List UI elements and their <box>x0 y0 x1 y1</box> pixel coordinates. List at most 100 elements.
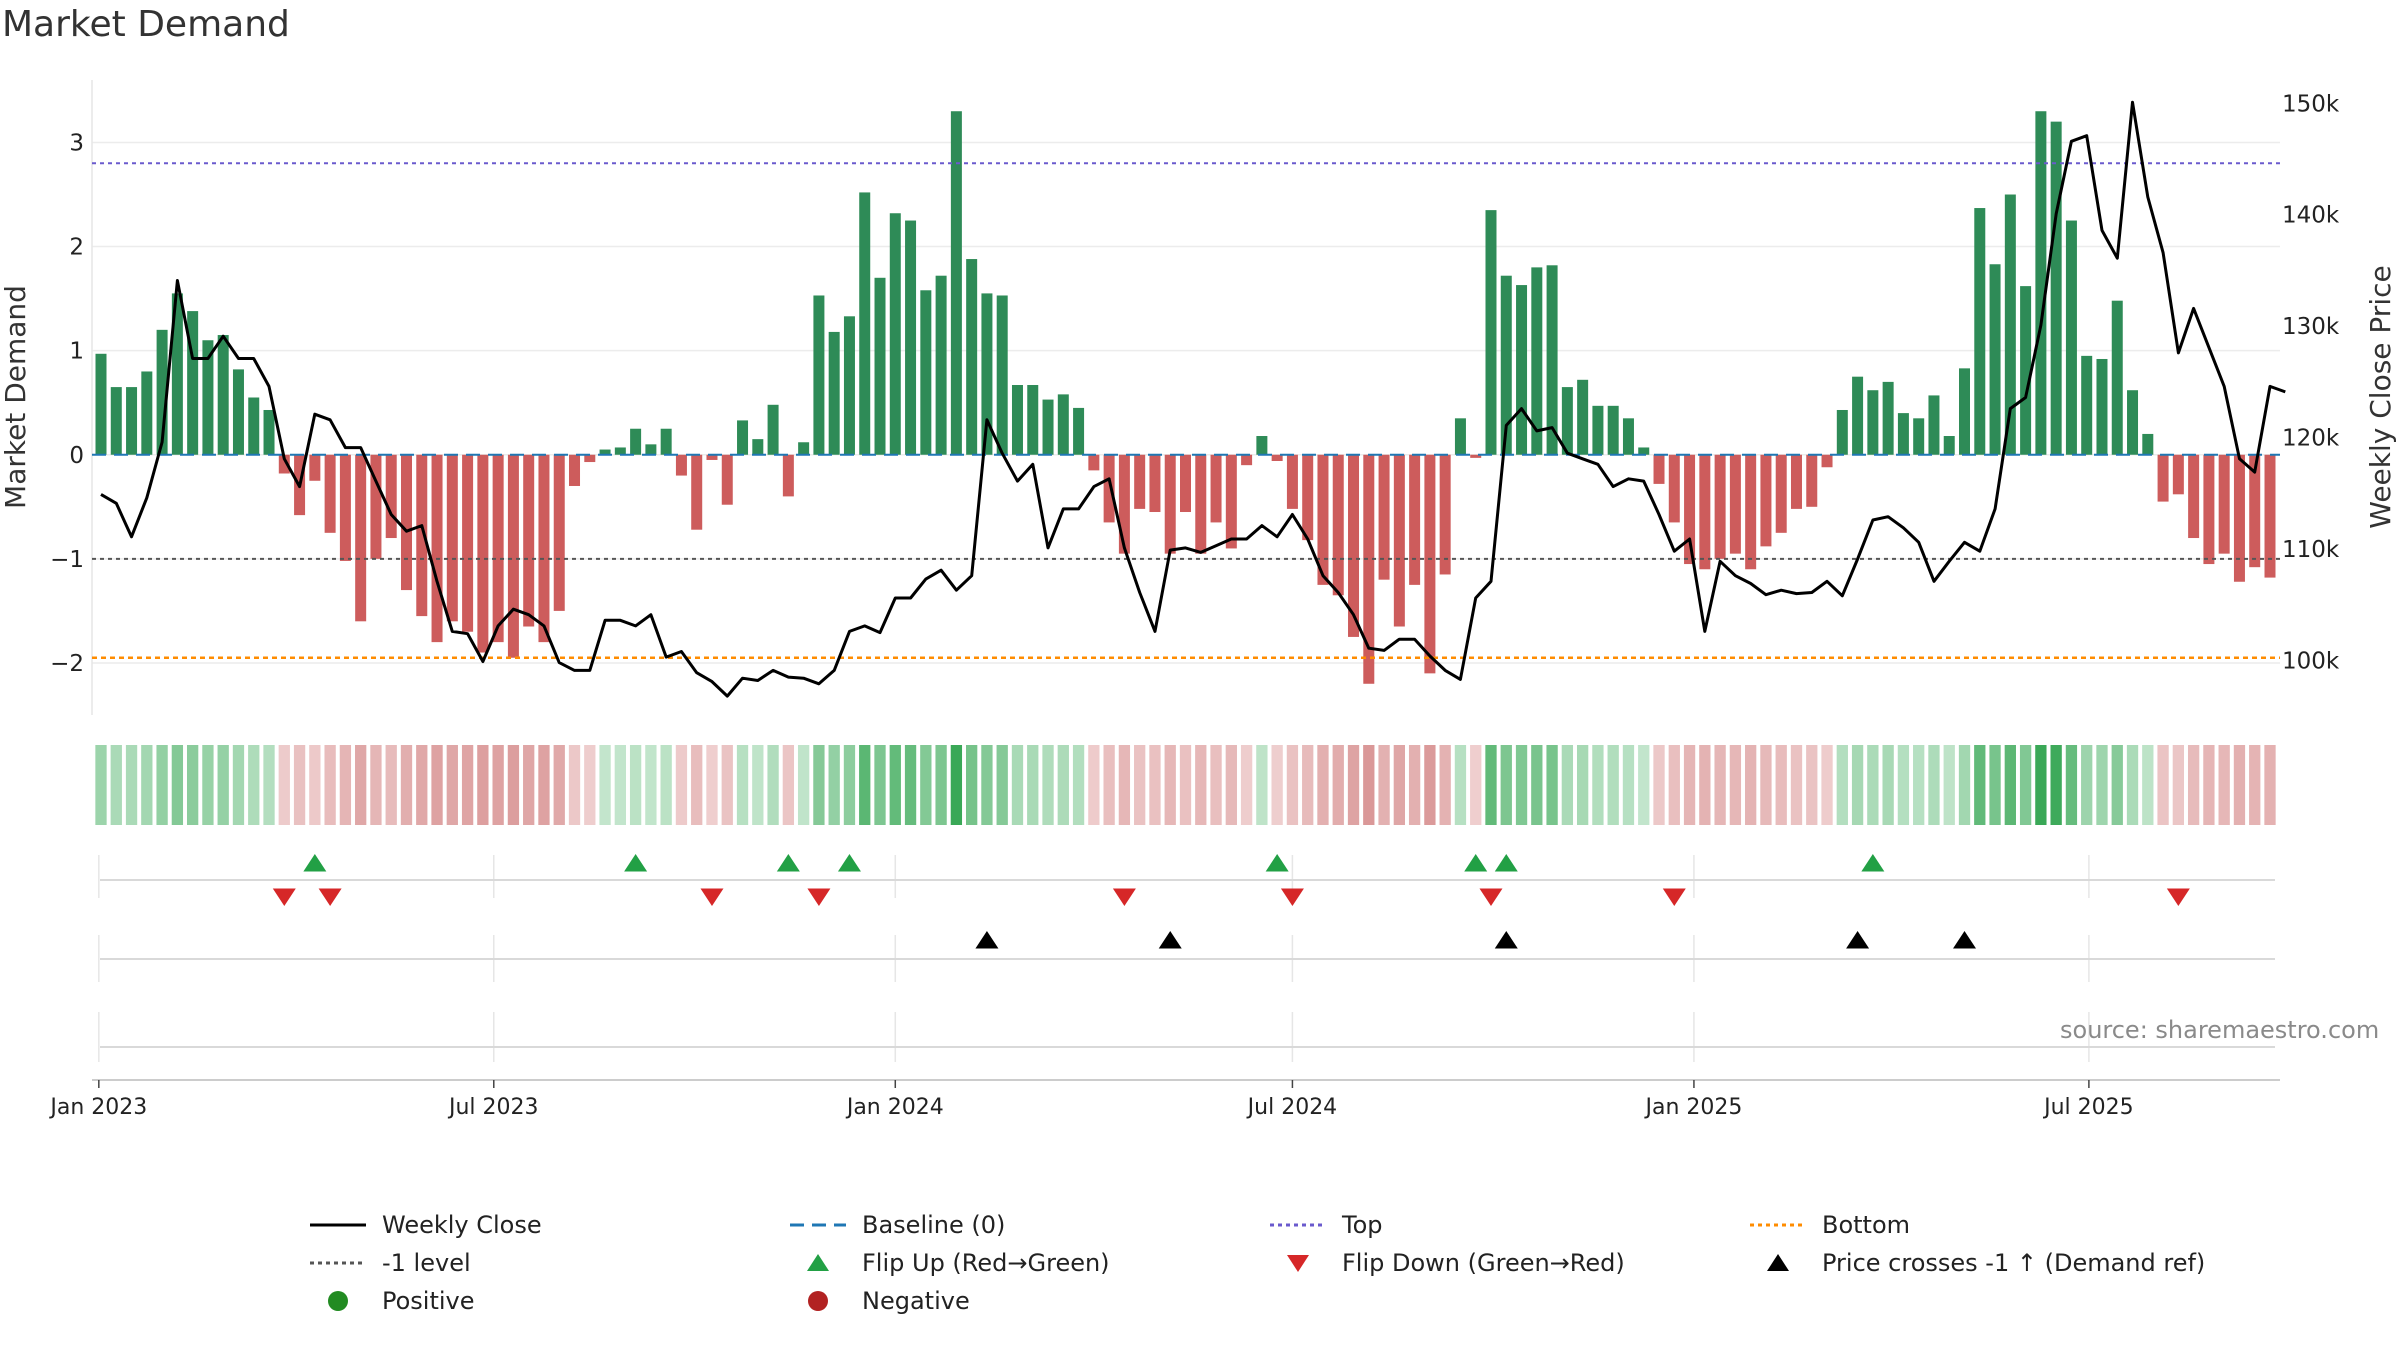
heat-cell <box>446 745 458 825</box>
demand-bar <box>95 353 107 455</box>
heat-cell <box>523 745 535 825</box>
heat-cell <box>1011 745 1024 825</box>
legend-symbol-minus1 <box>310 1261 366 1265</box>
flip-up-marker <box>303 854 327 872</box>
demand-bar <box>2081 355 2093 455</box>
heat-cell <box>1714 745 1726 825</box>
heat-cell <box>1928 745 1940 825</box>
heat-cell <box>752 745 764 825</box>
heat-cell <box>1027 745 1039 825</box>
demand-bar <box>996 295 1008 455</box>
heat-cell <box>324 745 336 825</box>
heat-cell <box>1317 745 1329 825</box>
heat-cell <box>568 745 581 825</box>
legend-glyph <box>1287 1255 1309 1272</box>
demand-bar <box>1164 454 1176 554</box>
demand-bar <box>1943 436 1955 455</box>
legend-glyph <box>1767 1254 1789 1271</box>
demand-bar <box>1622 418 1634 455</box>
legend-symbol-flip_down <box>1287 1255 1309 1272</box>
heat-cell <box>1225 745 1237 825</box>
heat-cell <box>461 745 474 825</box>
demand-bar <box>798 442 810 455</box>
y-tick-label: 0 <box>69 443 84 469</box>
heat-cell <box>599 745 611 825</box>
heat-cell <box>767 745 779 825</box>
y-axis-label: Market Demand <box>0 285 32 509</box>
heat-cell <box>614 745 626 825</box>
demand-bar <box>1470 454 1482 458</box>
heat-cell <box>1424 745 1436 825</box>
heat-cell <box>141 745 153 825</box>
demand-bar <box>1882 381 1894 455</box>
flip-up-marker <box>1265 854 1289 872</box>
demand-bar <box>1393 454 1405 627</box>
heat-cell <box>904 745 917 825</box>
heat-cell <box>1638 745 1650 825</box>
demand-bar <box>523 454 535 627</box>
demand-bar <box>630 428 642 455</box>
demand-bar <box>1607 405 1619 455</box>
legend-symbol-top <box>1270 1223 1326 1227</box>
demand-bar <box>385 454 397 539</box>
demand-bar <box>905 220 917 455</box>
heat-cell <box>675 745 688 825</box>
flip-down-marker <box>1479 888 1503 906</box>
heat-cell <box>1439 745 1451 825</box>
heat-cell <box>2035 745 2047 825</box>
demand-bar <box>1653 454 1665 484</box>
flip-down-marker <box>318 888 342 906</box>
heat-cell <box>1057 745 1069 825</box>
heat-cell <box>1042 745 1054 825</box>
demand-bar <box>2004 194 2016 455</box>
demand-bar <box>599 449 611 455</box>
demand-bar <box>1959 368 1971 455</box>
demand-bar <box>1531 267 1543 455</box>
demand-bar <box>1913 418 1925 455</box>
demand-bar <box>1256 436 1268 455</box>
demand-bar <box>1836 409 1848 455</box>
demand-bar <box>1684 454 1696 565</box>
demand-bar <box>828 331 840 455</box>
demand-bar <box>1454 418 1466 455</box>
demand-bar <box>202 340 214 455</box>
heat-cell <box>629 745 642 825</box>
demand-bar <box>1363 454 1375 684</box>
demand-bar <box>2233 454 2245 582</box>
demand-bar <box>2172 454 2184 495</box>
flip-down-marker <box>700 888 724 906</box>
flip-up-marker <box>1494 854 1518 872</box>
heat-cell <box>1683 745 1696 825</box>
heat-cell <box>1913 745 1925 825</box>
x-tick-label: Jul 2025 <box>2042 1095 2134 1120</box>
heat-cell <box>981 745 993 825</box>
flip-down-marker <box>272 888 296 906</box>
demand-bar <box>1577 379 1589 455</box>
demand-bar <box>1088 454 1100 471</box>
heat-cell <box>1271 745 1283 825</box>
price-cross-marker <box>1494 931 1518 949</box>
demand-bar <box>874 277 886 455</box>
heat-cell <box>1531 745 1543 825</box>
demand-bar <box>2035 111 2047 455</box>
demand-bar <box>1134 454 1146 509</box>
x-tick-label: Jan 2025 <box>1643 1095 1742 1120</box>
demand-bar <box>660 428 672 455</box>
heat-cell <box>935 745 947 825</box>
demand-bar <box>400 454 412 591</box>
legend-glyph <box>328 1291 348 1311</box>
legend-label: Top <box>1342 1211 1383 1239</box>
heat-cell <box>889 745 901 825</box>
flip-down-marker <box>1662 888 1686 906</box>
demand-bar <box>2020 286 2032 455</box>
legend-label: Flip Up (Red→Green) <box>862 1249 1110 1277</box>
demand-bar <box>1424 454 1436 674</box>
flip-up-marker <box>1861 854 1885 872</box>
legend-label: Positive <box>382 1287 475 1315</box>
price-cross-marker <box>975 931 999 949</box>
demand-bar <box>920 290 932 455</box>
demand-bar <box>324 454 336 533</box>
heat-cell <box>125 745 138 825</box>
